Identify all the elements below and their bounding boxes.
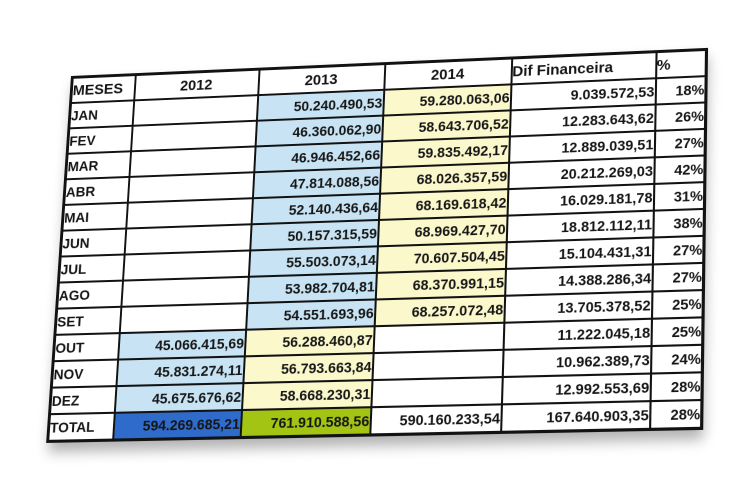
cell-out-month: OUT <box>53 333 120 362</box>
cell-mar-pct: 27% <box>654 128 706 158</box>
financial-comparison-table: MESES 2012 2013 2014 Dif Financeira % JA… <box>46 47 709 443</box>
cell-jul-month: JUL <box>58 254 125 283</box>
cell-jun-month: JUN <box>60 228 126 257</box>
cell-mar-month: MAR <box>65 151 131 180</box>
cell-out-y2013: 56.288.460,87 <box>244 326 375 357</box>
cell-dez-y2014 <box>370 377 503 408</box>
cell-nov-y2014 <box>371 349 504 381</box>
cell-jul-pct: 27% <box>652 235 705 265</box>
cell-ago-y2014: 68.370.991,15 <box>375 268 506 300</box>
cell-nov-dif: 10.962.389,73 <box>502 346 651 378</box>
cell-total-y2012: 594.269.685,21 <box>112 410 242 441</box>
cell-jun-y2014: 68.969.427,70 <box>377 215 508 247</box>
cell-jun-y2013: 50.157.315,59 <box>249 219 379 251</box>
cell-out-y2014 <box>373 322 504 354</box>
cell-total-y2013: 761.910.588,56 <box>240 407 371 438</box>
cell-fev-month: FEV <box>67 125 133 154</box>
cell-ago-y2012 <box>120 276 249 307</box>
cell-dez-month: DEZ <box>49 386 116 415</box>
spreadsheet-photo: MESES 2012 2013 2014 Dif Financeira % JA… <box>46 47 709 443</box>
table-body: JAN 50.240.490,53 59.280.063,06 9.039.572,5… <box>47 76 707 442</box>
cell-total-month: TOTAL <box>47 412 115 442</box>
cell-fev-pct: 26% <box>654 102 706 131</box>
cell-jun-y2012 <box>124 224 252 255</box>
cell-abr-pct: 42% <box>653 155 706 184</box>
cell-dez-y2013: 58.668.230,31 <box>241 380 372 411</box>
cell-total-y2014: 590.160.233,54 <box>369 404 502 435</box>
cell-jun-pct: 38% <box>652 208 705 238</box>
cell-ago-dif: 14.388.286,34 <box>504 264 653 296</box>
cell-ago-pct: 27% <box>651 262 704 292</box>
cell-mai-month: MAI <box>61 202 128 231</box>
cell-nov-pct: 24% <box>650 344 703 374</box>
cell-total-pct: 28% <box>649 400 702 430</box>
cell-out-pct: 25% <box>650 317 704 347</box>
cell-nov-month: NOV <box>51 359 118 388</box>
cell-out-dif: 11.222.045,18 <box>503 318 652 350</box>
column-header-percent: % <box>655 49 707 79</box>
cell-abr-month: ABR <box>63 176 129 205</box>
cell-jan-pct: 18% <box>655 76 707 105</box>
cell-jul-y2013: 55.503.073,14 <box>248 246 378 277</box>
cell-nov-y2012: 45.831.274,11 <box>115 356 245 387</box>
cell-set-y2014: 68.257.072,48 <box>374 295 505 327</box>
cell-total-dif: 167.640.903,35 <box>500 401 651 433</box>
cell-jan-month: JAN <box>68 100 134 129</box>
cell-set-y2013: 54.551.693,96 <box>245 299 376 330</box>
cell-out-y2012: 45.066.415,69 <box>117 329 246 360</box>
cell-jul-y2014: 70.607.504,45 <box>376 242 507 273</box>
cell-nov-y2013: 56.793.663,84 <box>242 353 374 384</box>
column-header-meses: MESES <box>70 74 136 104</box>
cell-set-pct: 25% <box>651 290 704 319</box>
cell-set-y2012 <box>119 303 248 334</box>
cell-dez-dif: 12.992.553,69 <box>501 373 651 405</box>
cell-ago-y2013: 53.982.704,81 <box>247 272 377 304</box>
cell-set-dif: 13.705.378,52 <box>503 291 652 323</box>
cell-jul-y2012 <box>122 250 250 281</box>
cell-set-month: SET <box>54 306 121 335</box>
cell-ago-month: AGO <box>56 280 123 309</box>
cell-dez-pct: 28% <box>650 372 703 402</box>
cell-dez-y2012: 45.675.676,62 <box>114 383 243 413</box>
cell-mai-pct: 31% <box>653 182 705 211</box>
